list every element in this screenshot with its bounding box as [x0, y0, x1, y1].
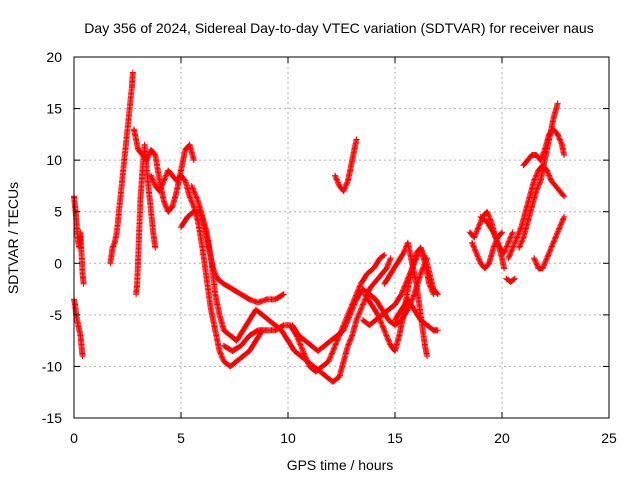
plus-markers: [477, 213, 508, 272]
data-series-arc-1: [71, 193, 87, 287]
axis-ticks: [73, 56, 610, 419]
y-tick-label: -10: [42, 358, 62, 374]
plus-markers: [71, 193, 87, 287]
data-series-arc-7: [178, 208, 287, 306]
plus-markers: [332, 136, 360, 195]
plus-markers: [188, 182, 394, 385]
plus-markers: [520, 126, 568, 169]
data-series-arc-20: [505, 162, 568, 262]
y-tick-label: 15: [46, 101, 62, 117]
data-series-arc-19: [503, 275, 518, 285]
x-axis-label: GPS time / hours: [287, 457, 394, 473]
plus-markers: [505, 162, 568, 262]
x-tick-labels: 0 5 10 15 20 25: [70, 430, 617, 446]
y-tick-label: -5: [50, 307, 63, 323]
y-tick-label: 5: [54, 204, 62, 220]
data-series-arc-23: [531, 213, 568, 272]
x-tick-label: 20: [494, 430, 510, 446]
plus-markers: [107, 69, 136, 267]
y-axis-label: SDTVAR / TECUs: [5, 182, 21, 294]
data-points: [71, 69, 568, 385]
chart-title: Day 356 of 2024, Sidereal Day-to-day VTE…: [84, 20, 593, 36]
grid-lines: [74, 57, 609, 418]
plus-markers: [531, 213, 568, 272]
x-tick-label: 10: [280, 430, 296, 446]
data-series-arc-22: [520, 126, 568, 169]
data-series-arc-11: [332, 136, 360, 195]
data-series-arc-6: [148, 167, 266, 370]
data-series-arc-8: [188, 182, 394, 385]
y-tick-label: 0: [54, 255, 62, 271]
y-tick-labels: -15 -10 -5 0 5 10 15 20: [42, 49, 62, 426]
y-tick-label: -15: [42, 410, 62, 426]
x-tick-label: 15: [387, 430, 403, 446]
plus-markers: [71, 296, 86, 360]
data-series-arc-18: [477, 213, 508, 272]
plus-markers: [133, 141, 159, 298]
plus-markers: [503, 275, 518, 285]
data-series-arc-3: [107, 69, 136, 267]
data-series-arc-2: [71, 296, 86, 360]
x-tick-label: 0: [70, 430, 78, 446]
plus-markers: [148, 167, 266, 370]
plus-markers: [392, 296, 441, 334]
data-series-arc-15: [392, 296, 441, 334]
y-tick-label: 20: [46, 49, 62, 65]
x-tick-label: 25: [601, 430, 617, 446]
x-tick-label: 5: [177, 430, 185, 446]
data-series-arc-4: [133, 141, 159, 298]
plot-frame: [73, 56, 610, 419]
y-tick-label: 10: [46, 152, 62, 168]
plus-markers: [178, 208, 287, 306]
